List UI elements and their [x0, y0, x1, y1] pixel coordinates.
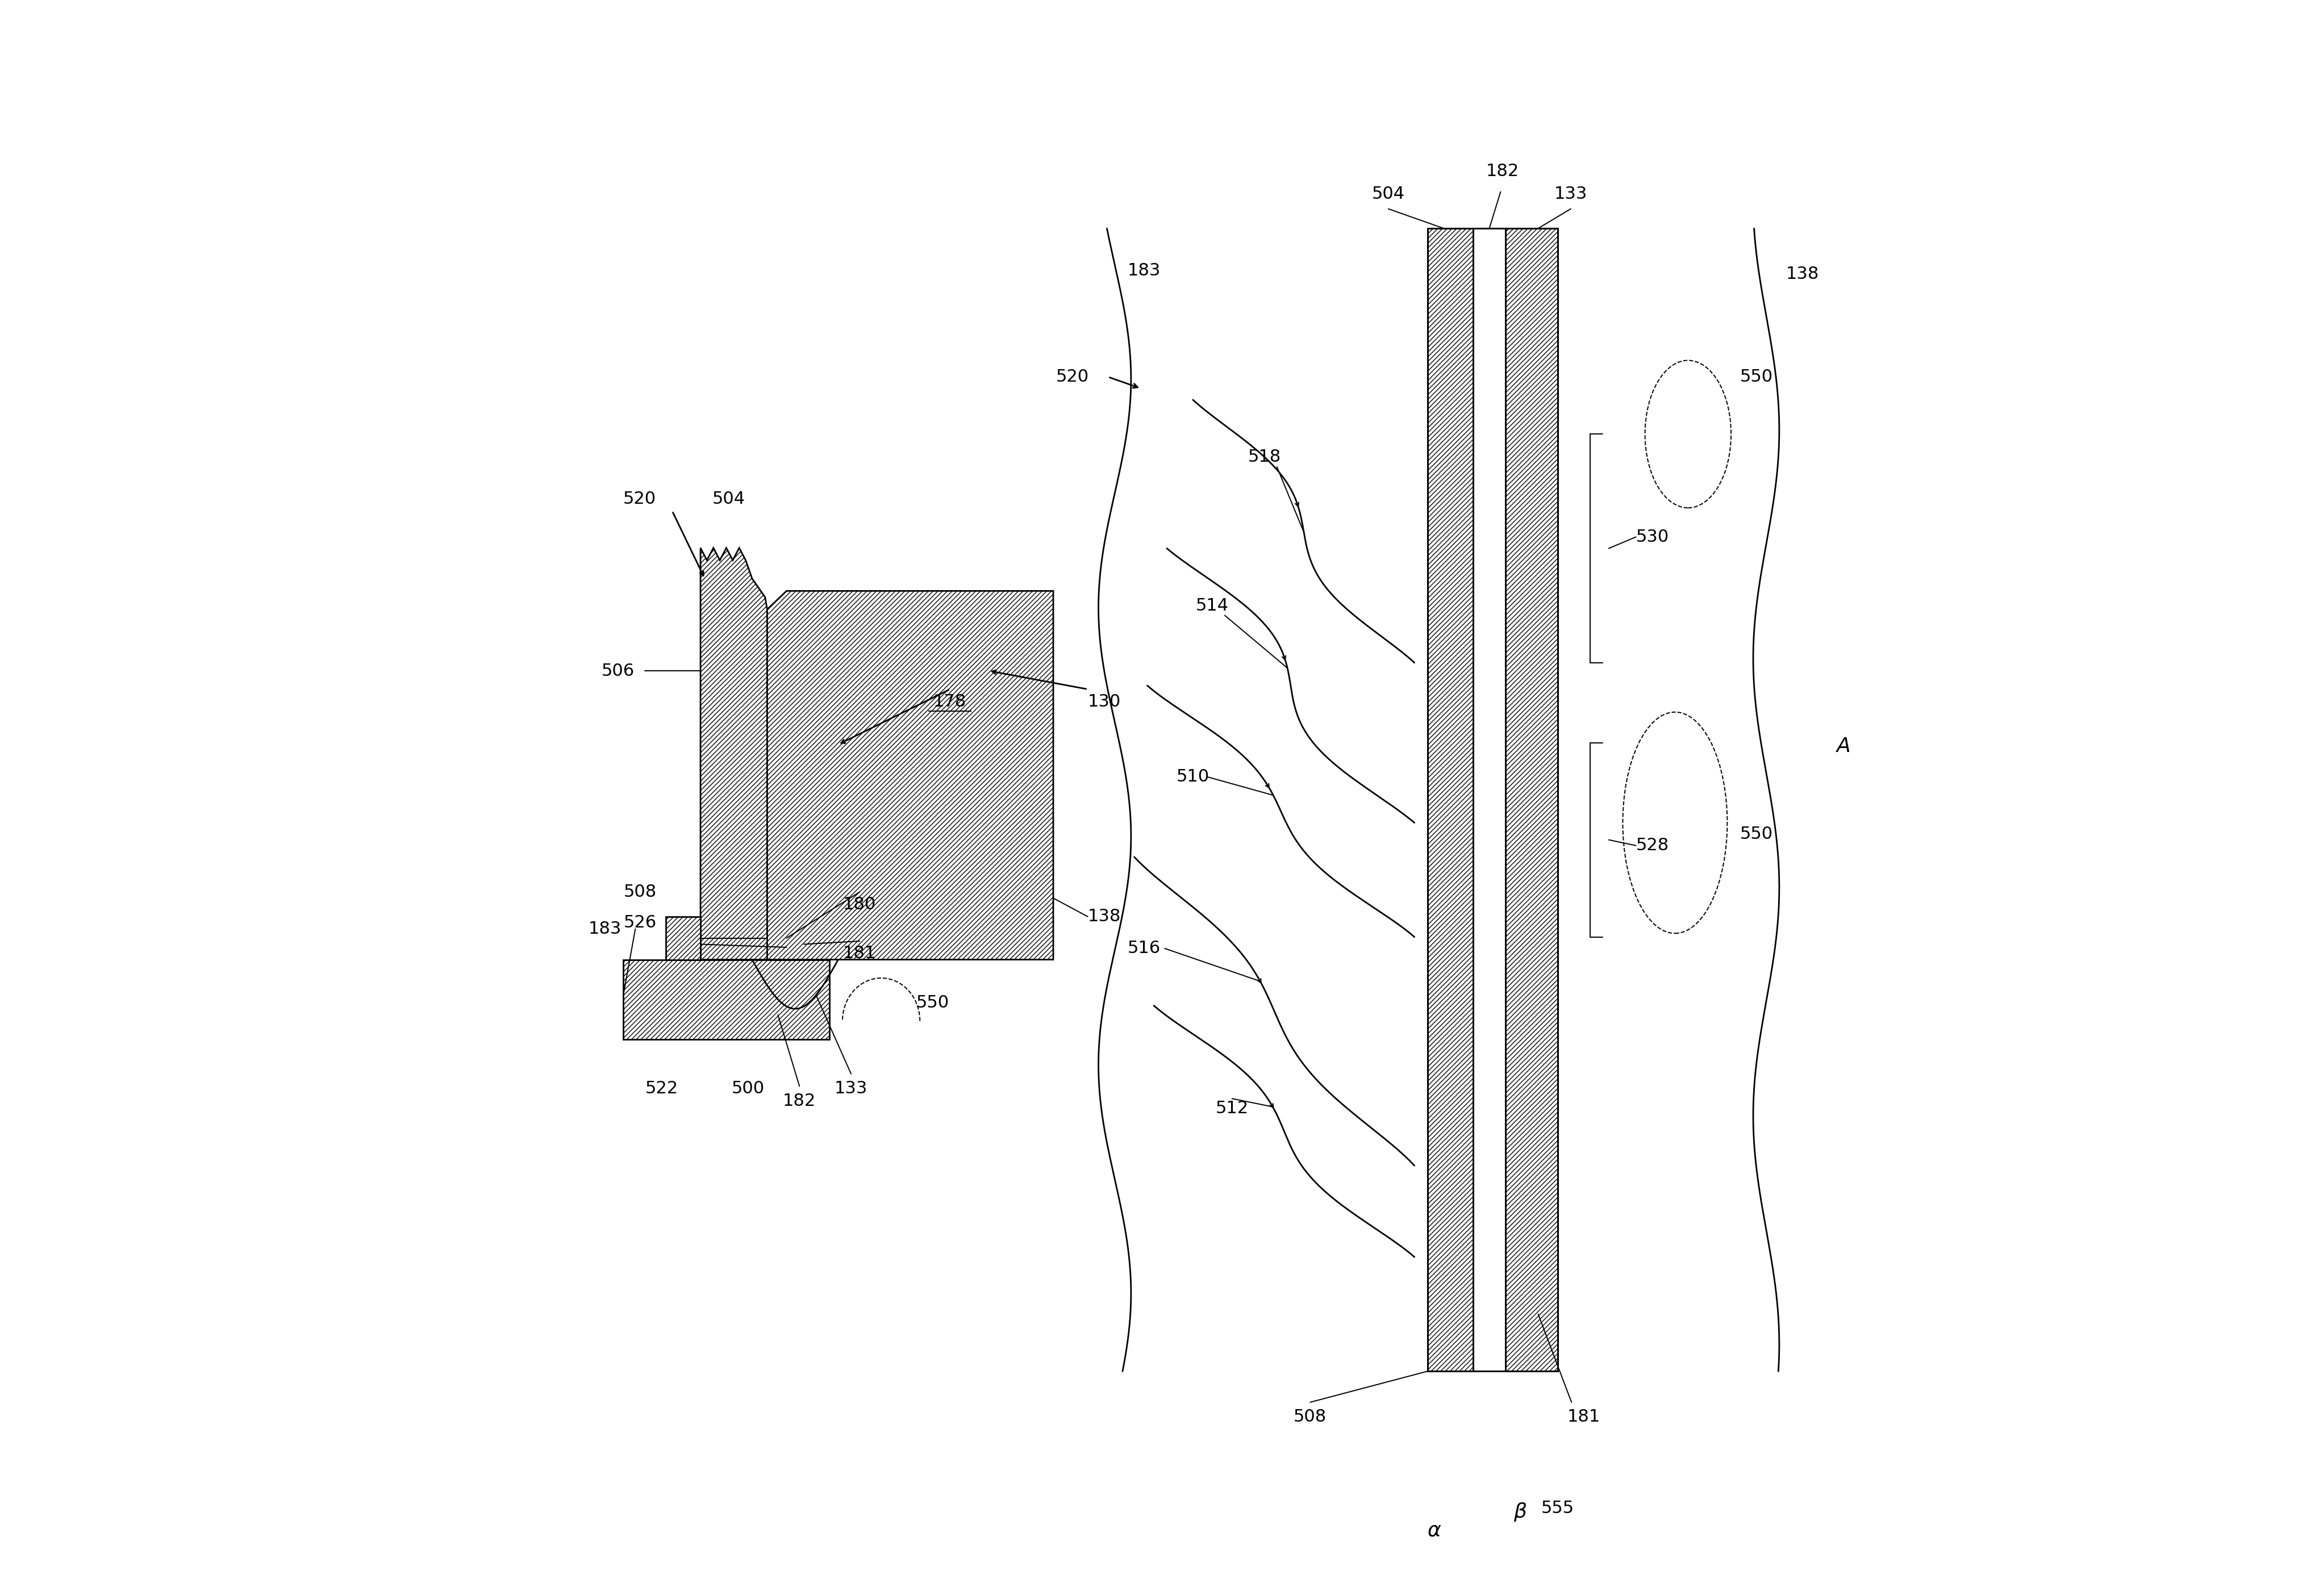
Text: 178: 178	[935, 693, 967, 710]
Polygon shape	[624, 959, 830, 1039]
Polygon shape	[768, 591, 1053, 959]
Text: 133: 133	[835, 1080, 867, 1096]
Text: 182: 182	[784, 1093, 816, 1109]
Text: 508: 508	[1294, 1409, 1326, 1425]
Text: 516: 516	[1127, 940, 1162, 956]
Text: $\beta$: $\beta$	[1514, 1502, 1526, 1523]
Text: 181: 181	[1568, 1409, 1600, 1425]
Text: 133: 133	[1554, 185, 1586, 203]
Text: 550: 550	[1739, 369, 1774, 385]
Polygon shape	[1505, 228, 1558, 1371]
Text: 181: 181	[844, 945, 877, 962]
Text: 555: 555	[1542, 1500, 1575, 1516]
Polygon shape	[1429, 228, 1473, 1371]
Text: 504: 504	[1373, 185, 1405, 203]
Text: 182: 182	[1486, 163, 1519, 179]
Text: 138: 138	[1786, 267, 1818, 282]
Text: 506: 506	[601, 662, 635, 678]
Text: 550: 550	[1739, 825, 1774, 843]
Text: 183: 183	[1127, 263, 1162, 279]
Polygon shape	[700, 547, 768, 959]
Text: 180: 180	[844, 895, 877, 913]
Text: 138: 138	[1088, 908, 1120, 924]
Text: $\alpha$: $\alpha$	[1426, 1521, 1440, 1540]
Text: 530: 530	[1635, 528, 1670, 546]
Text: 518: 518	[1248, 448, 1280, 464]
Text: A: A	[1837, 737, 1851, 757]
Text: 514: 514	[1197, 597, 1229, 614]
Text: 522: 522	[645, 1080, 677, 1096]
Text: 500: 500	[730, 1080, 765, 1096]
Text: 520: 520	[624, 490, 656, 508]
Polygon shape	[666, 916, 700, 959]
Text: 550: 550	[916, 994, 948, 1010]
Text: 183: 183	[589, 921, 621, 937]
Text: 510: 510	[1176, 769, 1211, 785]
Text: 528: 528	[1635, 838, 1670, 854]
Text: 508: 508	[624, 884, 656, 900]
Text: 504: 504	[712, 490, 744, 508]
Text: 512: 512	[1215, 1100, 1248, 1117]
Text: 130: 130	[1088, 693, 1120, 710]
Text: 520: 520	[1055, 369, 1088, 385]
Text: 526: 526	[624, 915, 656, 930]
Polygon shape	[1473, 228, 1505, 1371]
